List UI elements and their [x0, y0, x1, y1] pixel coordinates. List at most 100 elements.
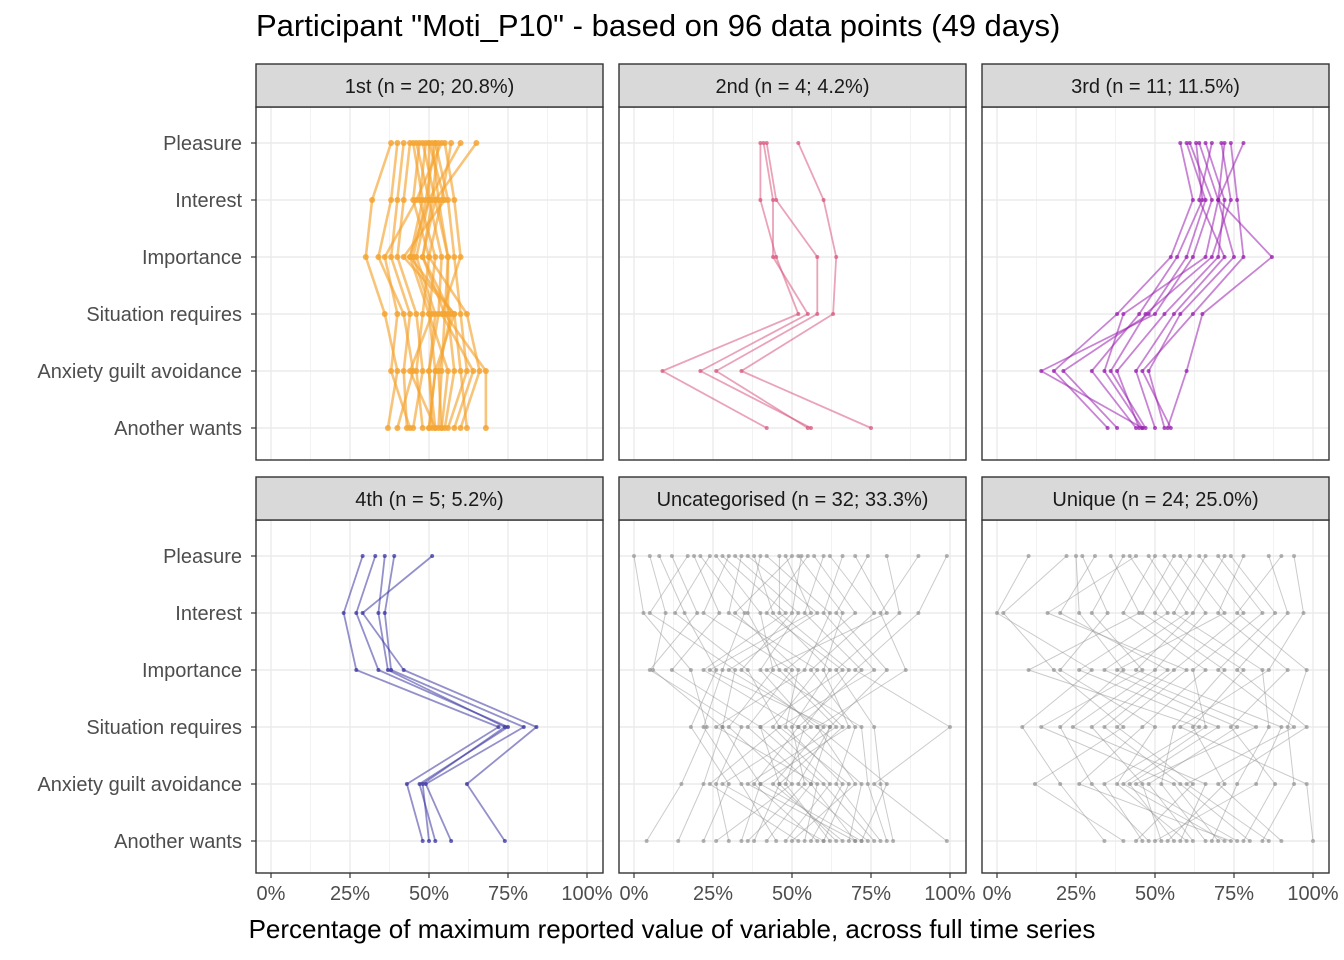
data-point [473, 140, 480, 146]
data-point [657, 554, 662, 558]
series-line-16 [1103, 555, 1251, 842]
data-point [827, 554, 832, 558]
data-point [758, 198, 763, 202]
data-point [1187, 141, 1192, 145]
data-point [1216, 839, 1221, 843]
data-point [1190, 782, 1195, 786]
data-point [891, 839, 896, 843]
data-point [840, 782, 845, 786]
data-point [796, 554, 801, 558]
data-point [777, 554, 782, 558]
data-point [752, 782, 757, 786]
data-point [394, 425, 401, 431]
series-line-23 [1236, 555, 1308, 842]
data-point [878, 839, 883, 843]
data-point [1039, 369, 1044, 373]
x-tick-label: 0% [620, 883, 649, 905]
data-point [944, 554, 949, 558]
data-point [846, 725, 851, 729]
series-line-24 [1179, 555, 1314, 842]
series-line-1 [342, 555, 500, 842]
data-point [827, 668, 832, 672]
data-point [417, 782, 422, 786]
series-line-10 [1103, 555, 1238, 842]
data-point [745, 782, 750, 786]
data-point [1089, 611, 1094, 615]
data-point [1127, 782, 1132, 786]
data-point [853, 839, 858, 843]
data-point [647, 554, 652, 558]
series-line-2 [355, 555, 509, 842]
data-point [1266, 839, 1271, 843]
facet-panel-1: 1st (n = 20; 20.8%) Pleasure Interest Impor… [37, 63, 604, 461]
data-point [407, 254, 414, 260]
data-point [476, 368, 483, 374]
data-point [821, 198, 826, 202]
data-point [802, 839, 807, 843]
data-point [720, 725, 725, 729]
data-point [1266, 554, 1271, 558]
data-point [438, 197, 445, 203]
data-point [413, 197, 420, 203]
data-point [872, 611, 877, 615]
series-line-11 [703, 555, 812, 842]
facet-panel-3: 3rd (n = 11; 11.5%) [981, 63, 1330, 461]
data-point [872, 668, 877, 672]
data-point [1285, 725, 1290, 729]
data-point [752, 839, 757, 843]
data-point [1200, 312, 1205, 316]
data-point [714, 725, 719, 729]
data-point [1228, 198, 1233, 202]
data-point [1121, 611, 1126, 615]
series-line-4 [649, 555, 742, 842]
data-point [435, 368, 442, 374]
data-point [1203, 198, 1208, 202]
data-point [1292, 725, 1297, 729]
data-point [1032, 782, 1037, 786]
data-point [1134, 426, 1139, 430]
data-point [1121, 839, 1126, 843]
data-point [771, 255, 776, 259]
data-point [482, 425, 489, 431]
data-point [1228, 141, 1233, 145]
data-point [1089, 369, 1094, 373]
series-line-2 [649, 555, 723, 842]
data-point [764, 554, 769, 558]
series-line-4 [383, 555, 525, 842]
data-point [1184, 369, 1189, 373]
data-point [1190, 668, 1195, 672]
data-point [796, 141, 801, 145]
series-line-6 [1116, 142, 1226, 429]
data-point [853, 782, 858, 786]
data-point [761, 141, 766, 145]
data-point [827, 725, 832, 729]
series-line-29 [810, 555, 888, 842]
data-point [821, 839, 826, 843]
data-point [1203, 782, 1208, 786]
data-point [451, 311, 458, 317]
series-line-11 [1078, 555, 1231, 842]
data-point [739, 782, 744, 786]
facet-strip [981, 476, 1330, 521]
data-point [1102, 668, 1107, 672]
data-point [1089, 782, 1094, 786]
data-point [777, 611, 782, 615]
data-point [1301, 611, 1306, 615]
data-point [1241, 554, 1246, 558]
data-point [1102, 782, 1107, 786]
data-point [790, 782, 794, 786]
data-point [774, 839, 779, 843]
data-point [853, 611, 858, 615]
data-point [884, 611, 889, 615]
data-point [720, 668, 725, 672]
data-point [1200, 198, 1205, 202]
series-line-4 [740, 142, 872, 429]
data-point [771, 198, 776, 202]
data-point [758, 554, 763, 558]
data-point [1254, 782, 1259, 786]
data-point [815, 611, 820, 615]
data-point [1241, 255, 1246, 259]
data-point [758, 611, 763, 615]
x-tick-label: 100% [924, 883, 975, 905]
data-point [407, 368, 414, 374]
